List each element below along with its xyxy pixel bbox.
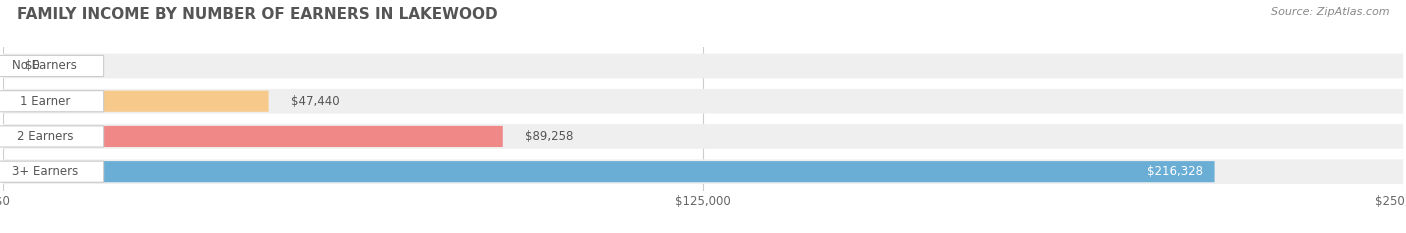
Text: Source: ZipAtlas.com: Source: ZipAtlas.com (1271, 7, 1389, 17)
FancyBboxPatch shape (3, 54, 1403, 78)
Text: 2 Earners: 2 Earners (17, 130, 73, 143)
FancyBboxPatch shape (3, 126, 503, 147)
FancyBboxPatch shape (0, 55, 104, 77)
Text: $89,258: $89,258 (526, 130, 574, 143)
FancyBboxPatch shape (3, 161, 1215, 182)
FancyBboxPatch shape (3, 159, 1403, 184)
Text: 1 Earner: 1 Earner (20, 95, 70, 108)
FancyBboxPatch shape (3, 124, 1403, 149)
Text: $216,328: $216,328 (1147, 165, 1204, 178)
FancyBboxPatch shape (3, 89, 1403, 113)
Text: 3+ Earners: 3+ Earners (11, 165, 77, 178)
Text: FAMILY INCOME BY NUMBER OF EARNERS IN LAKEWOOD: FAMILY INCOME BY NUMBER OF EARNERS IN LA… (17, 7, 498, 22)
Text: No Earners: No Earners (13, 59, 77, 72)
FancyBboxPatch shape (0, 126, 104, 147)
Text: $0: $0 (25, 59, 41, 72)
Text: $47,440: $47,440 (291, 95, 340, 108)
FancyBboxPatch shape (3, 91, 269, 112)
FancyBboxPatch shape (0, 161, 104, 182)
FancyBboxPatch shape (0, 91, 104, 112)
